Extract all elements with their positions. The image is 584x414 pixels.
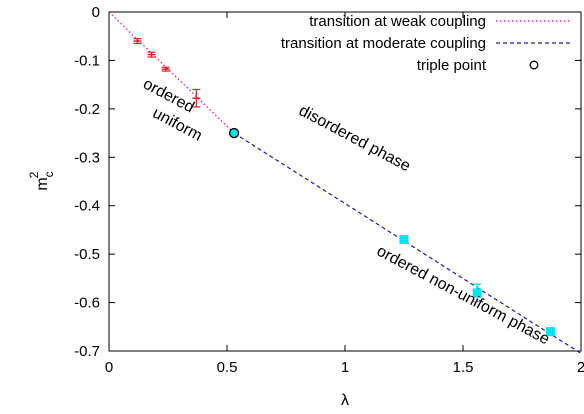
x-tick-label-0: 0 bbox=[105, 359, 113, 376]
y-axis-label-sub: c bbox=[42, 171, 56, 177]
data-point-s3-0 bbox=[133, 38, 142, 45]
y-tick-label-3: -0.3 bbox=[74, 149, 100, 166]
x-tick-label-2: 1 bbox=[341, 359, 349, 376]
series-markers bbox=[133, 38, 555, 337]
legend-label-2: triple point bbox=[417, 57, 487, 74]
y-tick-label-5: -0.5 bbox=[74, 246, 100, 263]
region-label-1: uniform bbox=[150, 105, 205, 145]
data-point-s3-1 bbox=[147, 51, 156, 58]
svg-text:mc2: mc2 bbox=[27, 171, 56, 190]
axis-ticks bbox=[108, 11, 582, 352]
y-tick-label-6: -0.6 bbox=[74, 295, 100, 312]
x-tick-label-1: 0.5 bbox=[217, 359, 238, 376]
y-tick-label-1: -0.1 bbox=[74, 52, 100, 69]
region-label-2: disordered phase bbox=[296, 102, 413, 175]
y-tick-label-0: 0 bbox=[92, 4, 100, 21]
y-axis-label-sup: 2 bbox=[27, 171, 41, 178]
square-marker bbox=[472, 288, 482, 298]
axis-tick-labels: 0 0.5 1 1.5 2 0 -0.1 -0.2 -0.3 -0.4 -0.5 -0.6 -0.7 bbox=[74, 4, 584, 376]
x-axis-label: λ bbox=[341, 392, 349, 409]
series-lines bbox=[108, 11, 582, 354]
y-axis-label: mc2 bbox=[27, 171, 56, 190]
triple-point-marker bbox=[228, 127, 240, 139]
series-line-0 bbox=[108, 11, 235, 134]
square-marker bbox=[545, 327, 555, 337]
x-tick-label-4: 2 bbox=[577, 359, 584, 376]
data-point-s3-3 bbox=[192, 88, 201, 108]
legend-swatch-2 bbox=[529, 60, 539, 70]
region-label-3: ordered non-uniform phase bbox=[374, 243, 552, 349]
square-marker bbox=[399, 235, 409, 245]
data-point-s3-2 bbox=[161, 66, 170, 72]
y-tick-label-2: -0.2 bbox=[74, 101, 100, 118]
data-point-s4-1 bbox=[472, 283, 482, 303]
plot-frame bbox=[108, 11, 582, 352]
data-point-s4-0 bbox=[399, 235, 409, 245]
legend-label-1: transition at moderate coupling bbox=[281, 35, 486, 52]
y-axis-label-base: m bbox=[34, 177, 51, 190]
data-point-s4-2 bbox=[545, 327, 555, 337]
y-tick-label-7: -0.7 bbox=[74, 343, 100, 360]
legend: transition at weak coupling transition a… bbox=[281, 13, 572, 74]
legend-label-0: transition at weak coupling bbox=[309, 13, 486, 30]
y-tick-label-4: -0.4 bbox=[74, 198, 100, 215]
x-tick-label-3: 1.5 bbox=[453, 359, 474, 376]
